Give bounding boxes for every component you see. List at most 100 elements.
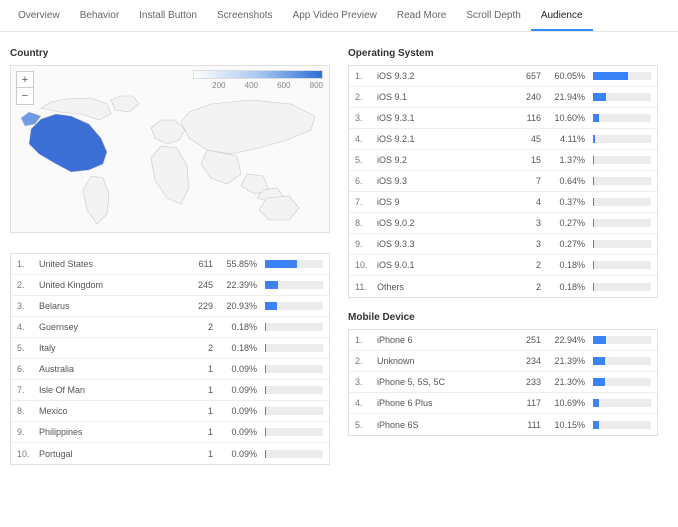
rank: 5. (17, 343, 39, 353)
rank: 3. (355, 377, 377, 387)
name: Philippines (39, 427, 187, 437)
country-row[interactable]: 10.Portugal10.09% (11, 443, 329, 464)
rank: 5. (355, 420, 377, 430)
os-row[interactable]: 8.iOS 9.0.230.27% (349, 213, 657, 234)
rank: 2. (355, 356, 377, 366)
tab-read-more[interactable]: Read More (387, 0, 456, 31)
pct: 0.27% (549, 218, 593, 228)
rank: 4. (17, 322, 39, 332)
rank: 6. (17, 364, 39, 374)
country-map: + − 200400600800 (10, 65, 330, 233)
tab-screenshots[interactable]: Screenshots (207, 0, 283, 31)
zoom-out-button[interactable]: − (17, 88, 33, 104)
count: 234 (515, 356, 549, 366)
zoom-in-button[interactable]: + (17, 72, 33, 88)
bar (265, 344, 323, 352)
count: 2 (515, 260, 549, 270)
rank: 7. (17, 385, 39, 395)
count: 45 (515, 134, 549, 144)
count: 2 (515, 282, 549, 292)
country-row[interactable]: 2.United Kingdom24522.39% (11, 275, 329, 296)
bar (593, 177, 651, 185)
tab-app-video-preview[interactable]: App Video Preview (283, 0, 387, 31)
name: United States (39, 259, 187, 269)
name: iOS 9.1 (377, 92, 515, 102)
country-row[interactable]: 7.Isle Of Man10.09% (11, 380, 329, 401)
count: 116 (515, 113, 549, 123)
tab-audience[interactable]: Audience (531, 0, 593, 31)
rank: 6. (355, 176, 377, 186)
tab-behavior[interactable]: Behavior (70, 0, 129, 31)
bar (593, 72, 651, 80)
country-row[interactable]: 8.Mexico10.09% (11, 401, 329, 422)
name: iOS 9.2.1 (377, 134, 515, 144)
count: 240 (515, 92, 549, 102)
bar (593, 283, 651, 291)
os-row[interactable]: 2.iOS 9.124021.94% (349, 87, 657, 108)
country-row[interactable]: 6.Australia10.09% (11, 359, 329, 380)
rank: 3. (355, 113, 377, 123)
count: 1 (187, 406, 221, 416)
pct: 10.60% (549, 113, 593, 123)
bar (265, 323, 323, 331)
rank: 8. (17, 406, 39, 416)
bar (265, 407, 323, 415)
country-row[interactable]: 5.Italy20.18% (11, 338, 329, 359)
os-row[interactable]: 5.iOS 9.2151.37% (349, 150, 657, 171)
name: iOS 9.3.2 (377, 71, 515, 81)
os-row[interactable]: 1.iOS 9.3.265760.05% (349, 66, 657, 87)
rank: 9. (17, 427, 39, 437)
pct: 22.39% (221, 280, 265, 290)
bar (593, 399, 651, 407)
count: 111 (515, 420, 549, 430)
name: United Kingdom (39, 280, 187, 290)
country-row[interactable]: 1.United States61155.85% (11, 254, 329, 275)
rank: 1. (355, 335, 377, 345)
device-row[interactable]: 5.iPhone 6S11110.15% (349, 414, 657, 435)
name: iPhone 6S (377, 420, 515, 430)
legend-tick: 800 (310, 81, 323, 90)
legend-gradient (193, 70, 323, 79)
device-title: Mobile Device (348, 312, 658, 323)
name: Isle Of Man (39, 385, 187, 395)
os-row[interactable]: 3.iOS 9.3.111610.60% (349, 108, 657, 129)
pct: 1.37% (549, 155, 593, 165)
country-row[interactable]: 3.Belarus22920.93% (11, 296, 329, 317)
count: 229 (187, 301, 221, 311)
pct: 10.69% (549, 398, 593, 408)
device-row[interactable]: 4.iPhone 6 Plus11710.69% (349, 393, 657, 414)
pct: 0.18% (221, 322, 265, 332)
bar (265, 281, 323, 289)
os-row[interactable]: 4.iOS 9.2.1454.11% (349, 129, 657, 150)
tab-scroll-depth[interactable]: Scroll Depth (456, 0, 530, 31)
pct: 21.39% (549, 356, 593, 366)
pct: 0.18% (549, 260, 593, 270)
country-row[interactable]: 4.Guernsey20.18% (11, 317, 329, 338)
pct: 4.11% (549, 134, 593, 144)
pct: 0.09% (221, 427, 265, 437)
name: iOS 9 (377, 197, 515, 207)
tab-overview[interactable]: Overview (8, 0, 70, 31)
count: 117 (515, 398, 549, 408)
pct: 0.09% (221, 385, 265, 395)
device-row[interactable]: 3.iPhone 5, 5S, 5C23321.30% (349, 372, 657, 393)
os-row[interactable]: 9.iOS 9.3.330.27% (349, 234, 657, 255)
os-row[interactable]: 11.Others20.18% (349, 276, 657, 297)
bar (593, 336, 651, 344)
bar (265, 260, 323, 268)
os-row[interactable]: 10.iOS 9.0.120.18% (349, 255, 657, 276)
device-row[interactable]: 1.iPhone 625122.94% (349, 330, 657, 351)
tab-install-button[interactable]: Install Button (129, 0, 207, 31)
bar (593, 261, 651, 269)
name: iOS 9.0.1 (377, 260, 515, 270)
device-table: 1.iPhone 625122.94%2.Unknown23421.39%3.i… (348, 329, 658, 436)
pct: 0.18% (221, 343, 265, 353)
os-row[interactable]: 7.iOS 940.37% (349, 192, 657, 213)
count: 1 (187, 427, 221, 437)
country-row[interactable]: 9.Philippines10.09% (11, 422, 329, 443)
os-row[interactable]: 6.iOS 9.370.64% (349, 171, 657, 192)
pct: 0.09% (221, 449, 265, 459)
name: iOS 9.3.3 (377, 239, 515, 249)
rank: 4. (355, 398, 377, 408)
device-row[interactable]: 2.Unknown23421.39% (349, 351, 657, 372)
